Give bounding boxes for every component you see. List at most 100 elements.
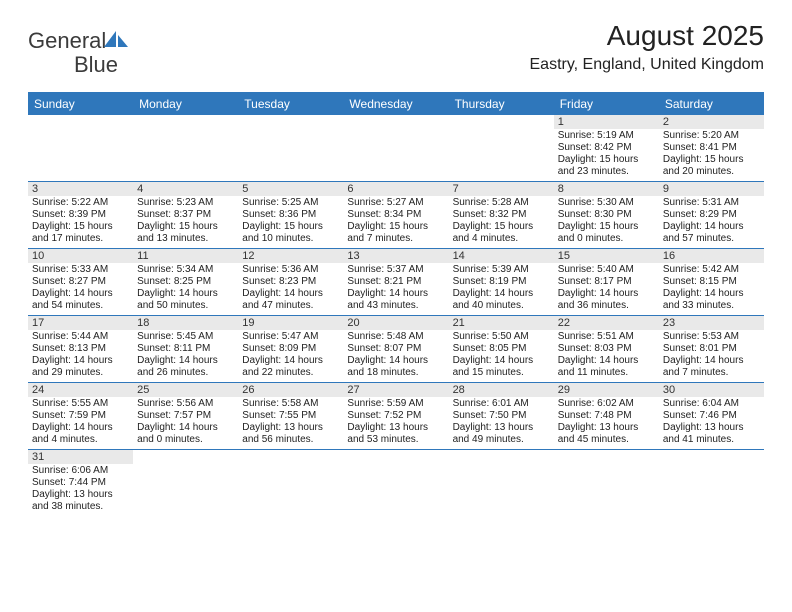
day-number: 7 bbox=[449, 182, 554, 196]
page-title: August 2025 bbox=[530, 20, 765, 52]
sunset-line: Sunset: 8:34 PM bbox=[347, 209, 444, 221]
dow-tuesday: Tuesday bbox=[238, 93, 343, 115]
cell-body: Sunrise: 5:40 AMSunset: 8:17 PMDaylight:… bbox=[554, 263, 659, 314]
daylight-line: Daylight: 14 hours and 0 minutes. bbox=[137, 422, 234, 446]
daylight-line: Daylight: 14 hours and 50 minutes. bbox=[137, 288, 234, 312]
day-number: 5 bbox=[238, 182, 343, 196]
cell-body: Sunrise: 5:23 AMSunset: 8:37 PMDaylight:… bbox=[133, 196, 238, 247]
sunrise-line: Sunrise: 5:51 AM bbox=[558, 331, 655, 343]
cell-day: 9Sunrise: 5:31 AMSunset: 8:29 PMDaylight… bbox=[659, 182, 764, 248]
location-text: Eastry, England, United Kingdom bbox=[530, 56, 765, 74]
daylight-line: Daylight: 14 hours and 36 minutes. bbox=[558, 288, 655, 312]
day-number: 8 bbox=[554, 182, 659, 196]
day-number: 11 bbox=[133, 249, 238, 263]
weeks-container: 1Sunrise: 5:19 AMSunset: 8:42 PMDaylight… bbox=[28, 115, 764, 516]
cell-empty bbox=[449, 450, 554, 516]
cell-empty bbox=[28, 115, 133, 181]
day-number: 26 bbox=[238, 383, 343, 397]
day-number: 29 bbox=[554, 383, 659, 397]
sunset-line: Sunset: 8:41 PM bbox=[663, 142, 760, 154]
dow-thursday: Thursday bbox=[449, 93, 554, 115]
sunrise-line: Sunrise: 5:44 AM bbox=[32, 331, 129, 343]
logo: General Blue bbox=[28, 28, 118, 78]
day-number: 10 bbox=[28, 249, 133, 263]
daylight-line: Daylight: 14 hours and 33 minutes. bbox=[663, 288, 760, 312]
cell-day: 16Sunrise: 5:42 AMSunset: 8:15 PMDayligh… bbox=[659, 249, 764, 315]
cell-body: Sunrise: 6:06 AMSunset: 7:44 PMDaylight:… bbox=[28, 464, 133, 515]
day-number: 12 bbox=[238, 249, 343, 263]
sunrise-line: Sunrise: 5:55 AM bbox=[32, 398, 129, 410]
cell-day: 20Sunrise: 5:48 AMSunset: 8:07 PMDayligh… bbox=[343, 316, 448, 382]
daylight-line: Daylight: 15 hours and 20 minutes. bbox=[663, 154, 760, 178]
cell-empty bbox=[238, 115, 343, 181]
dow-friday: Friday bbox=[554, 93, 659, 115]
dow-saturday: Saturday bbox=[659, 93, 764, 115]
sunrise-line: Sunrise: 5:59 AM bbox=[347, 398, 444, 410]
cell-body: Sunrise: 6:01 AMSunset: 7:50 PMDaylight:… bbox=[449, 397, 554, 448]
sunset-line: Sunset: 8:15 PM bbox=[663, 276, 760, 288]
dow-row: SundayMondayTuesdayWednesdayThursdayFrid… bbox=[28, 93, 764, 115]
day-number: 19 bbox=[238, 316, 343, 330]
cell-body: Sunrise: 5:51 AMSunset: 8:03 PMDaylight:… bbox=[554, 330, 659, 381]
sunrise-line: Sunrise: 6:01 AM bbox=[453, 398, 550, 410]
day-number: 30 bbox=[659, 383, 764, 397]
sunset-line: Sunset: 8:23 PM bbox=[242, 276, 339, 288]
sunrise-line: Sunrise: 6:04 AM bbox=[663, 398, 760, 410]
sunset-line: Sunset: 8:09 PM bbox=[242, 343, 339, 355]
cell-body: Sunrise: 5:36 AMSunset: 8:23 PMDaylight:… bbox=[238, 263, 343, 314]
day-number: 24 bbox=[28, 383, 133, 397]
calendar: SundayMondayTuesdayWednesdayThursdayFrid… bbox=[28, 92, 764, 516]
logo-text-blue: Blue bbox=[74, 52, 118, 78]
day-number: 2 bbox=[659, 115, 764, 129]
day-number: 28 bbox=[449, 383, 554, 397]
cell-body: Sunrise: 5:30 AMSunset: 8:30 PMDaylight:… bbox=[554, 196, 659, 247]
sunset-line: Sunset: 8:07 PM bbox=[347, 343, 444, 355]
day-number: 14 bbox=[449, 249, 554, 263]
cell-body: Sunrise: 5:44 AMSunset: 8:13 PMDaylight:… bbox=[28, 330, 133, 381]
day-number bbox=[343, 450, 448, 464]
cell-body: Sunrise: 5:28 AMSunset: 8:32 PMDaylight:… bbox=[449, 196, 554, 247]
cell-body: Sunrise: 6:02 AMSunset: 7:48 PMDaylight:… bbox=[554, 397, 659, 448]
cell-day: 15Sunrise: 5:40 AMSunset: 8:17 PMDayligh… bbox=[554, 249, 659, 315]
week-row: 24Sunrise: 5:55 AMSunset: 7:59 PM Dayligh… bbox=[28, 383, 764, 450]
daylight-line: Daylight: 14 hours and 7 minutes. bbox=[663, 355, 760, 379]
cell-day: 6Sunrise: 5:27 AMSunset: 8:34 PMDaylight… bbox=[343, 182, 448, 248]
sunset-line: Sunset: 8:21 PM bbox=[347, 276, 444, 288]
sunset-line: Sunset: 7:46 PM bbox=[663, 410, 760, 422]
daylight-line: Daylight: 14 hours and 40 minutes. bbox=[453, 288, 550, 312]
week-row: 1Sunrise: 5:19 AMSunset: 8:42 PMDaylight… bbox=[28, 115, 764, 182]
day-number: 16 bbox=[659, 249, 764, 263]
daylight-line: Daylight: 14 hours and 43 minutes. bbox=[347, 288, 444, 312]
sunset-line: Sunset: 8:42 PM bbox=[558, 142, 655, 154]
sunset-line: Sunset: 7:50 PM bbox=[453, 410, 550, 422]
day-number: 4 bbox=[133, 182, 238, 196]
sunset-line: Sunset: 8:25 PM bbox=[137, 276, 234, 288]
cell-day: 17Sunrise: 5:44 AMSunset: 8:13 PMDayligh… bbox=[28, 316, 133, 382]
daylight-line: Daylight: 15 hours and 7 minutes. bbox=[347, 221, 444, 245]
day-number: 3 bbox=[28, 182, 133, 196]
sunrise-line: Sunrise: 5:45 AM bbox=[137, 331, 234, 343]
header: General Blue August 2025 Eastry, England… bbox=[0, 0, 792, 84]
cell-day: 14Sunrise: 5:39 AMSunset: 8:19 PMDayligh… bbox=[449, 249, 554, 315]
sunrise-line: Sunrise: 5:58 AM bbox=[242, 398, 339, 410]
logo-group: General Blue bbox=[28, 28, 118, 78]
daylight-line: Daylight: 15 hours and 23 minutes. bbox=[558, 154, 655, 178]
week-row: 17Sunrise: 5:44 AMSunset: 8:13 PMDayligh… bbox=[28, 316, 764, 383]
daylight-line: Daylight: 14 hours and 57 minutes. bbox=[663, 221, 760, 245]
cell-day: 25Sunrise: 5:56 AMSunset: 7:57 PMDayligh… bbox=[133, 383, 238, 449]
logo-text-general: General bbox=[28, 28, 106, 53]
daylight-line: Daylight: 14 hours and 47 minutes. bbox=[242, 288, 339, 312]
cell-day: 23Sunrise: 5:53 AMSunset: 8:01 PMDayligh… bbox=[659, 316, 764, 382]
sunrise-line: Sunrise: 5:23 AM bbox=[137, 197, 234, 209]
daylight-line: Daylight: 14 hours and 29 minutes. bbox=[32, 355, 129, 379]
cell-day: 26Sunrise: 5:58 AMSunset: 7:55 PMDayligh… bbox=[238, 383, 343, 449]
daylight-line: Daylight: 15 hours and 10 minutes. bbox=[242, 221, 339, 245]
sunrise-line: Sunrise: 6:06 AM bbox=[32, 465, 129, 477]
day-number bbox=[238, 450, 343, 464]
day-number: 18 bbox=[133, 316, 238, 330]
cell-body: Sunrise: 5:47 AMSunset: 8:09 PMDaylight:… bbox=[238, 330, 343, 381]
cell-day: 22Sunrise: 5:51 AMSunset: 8:03 PMDayligh… bbox=[554, 316, 659, 382]
sunset-line: Sunset: 7:59 PM bbox=[32, 410, 129, 422]
cell-body: Sunrise: 5:31 AMSunset: 8:29 PMDaylight:… bbox=[659, 196, 764, 247]
sunset-line: Sunset: 8:32 PM bbox=[453, 209, 550, 221]
